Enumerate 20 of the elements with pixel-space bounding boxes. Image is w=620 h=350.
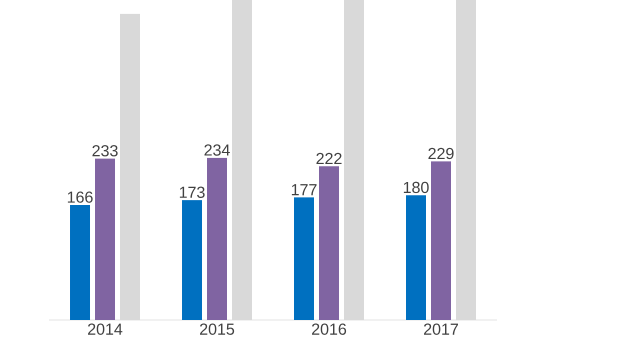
- data-label: 222: [316, 152, 342, 164]
- bar: [207, 158, 228, 320]
- data-label: 180: [404, 182, 429, 194]
- bar: [319, 166, 339, 320]
- data-label: 233: [92, 145, 118, 156]
- data-label: 177: [292, 184, 317, 196]
- x-tick-label: 2017: [424, 324, 458, 335]
- data-label: 234: [204, 144, 230, 156]
- data-label: 173: [180, 186, 205, 198]
- data-label: 166: [68, 191, 93, 203]
- x-tick-label: 2014: [88, 324, 122, 335]
- bar: [182, 200, 202, 320]
- bar: [70, 205, 90, 320]
- data-label: 229: [428, 148, 454, 160]
- x-tick-label: 2015: [200, 324, 234, 335]
- bar: [95, 158, 116, 320]
- bar: [406, 195, 426, 320]
- x-tick-label: 2016: [312, 324, 346, 335]
- bar: [431, 161, 451, 320]
- bar: [294, 197, 314, 320]
